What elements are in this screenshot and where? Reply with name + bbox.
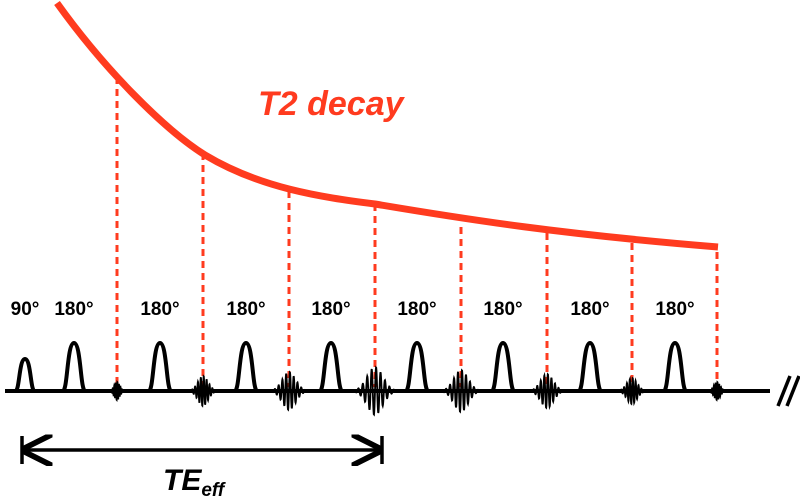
rf-pulses <box>13 341 689 393</box>
pulse-label: 90° <box>11 299 40 320</box>
pulse-labels: 90° 180° 180° 180° 180° 180° 180° 180° 180° <box>11 299 695 320</box>
pulse-label: 180° <box>655 299 694 320</box>
echo-signal <box>618 375 646 407</box>
pulse-label: 180° <box>483 299 522 320</box>
rf-pulse <box>13 357 37 393</box>
echo-signal <box>708 380 726 402</box>
echo-signal <box>354 365 396 417</box>
axis-break-icon <box>776 375 800 407</box>
echo-signal <box>530 371 564 411</box>
rf-pulse <box>403 341 431 393</box>
pulse-label: 180° <box>397 299 436 320</box>
rf-pulse <box>661 341 689 393</box>
pulse-label: 180° <box>570 299 609 320</box>
te-eff-label: TEeff <box>163 464 226 497</box>
echo-signal <box>442 368 480 414</box>
te-eff-label-main: TE <box>163 464 202 497</box>
pulse-label: 180° <box>311 299 350 320</box>
echo-signal <box>109 380 125 402</box>
pulse-label: 180° <box>226 299 265 320</box>
t2-decay-curve <box>54 0 719 251</box>
echo-signal <box>189 374 217 408</box>
echo-signal <box>271 370 307 412</box>
pulse-label: 180° <box>140 299 179 320</box>
pulse-label: 180° <box>54 299 93 320</box>
te-eff-label-sub: eff <box>201 480 226 497</box>
rf-pulse <box>317 341 345 393</box>
echo-guide-lines <box>115 77 719 387</box>
rf-pulse <box>232 341 260 393</box>
rf-pulse <box>146 341 174 393</box>
rf-pulse <box>489 341 517 393</box>
echo-signals <box>109 365 726 417</box>
t2-decay-label: T2 decay <box>258 85 406 123</box>
rf-pulse <box>576 341 604 393</box>
rf-pulse <box>60 341 88 393</box>
